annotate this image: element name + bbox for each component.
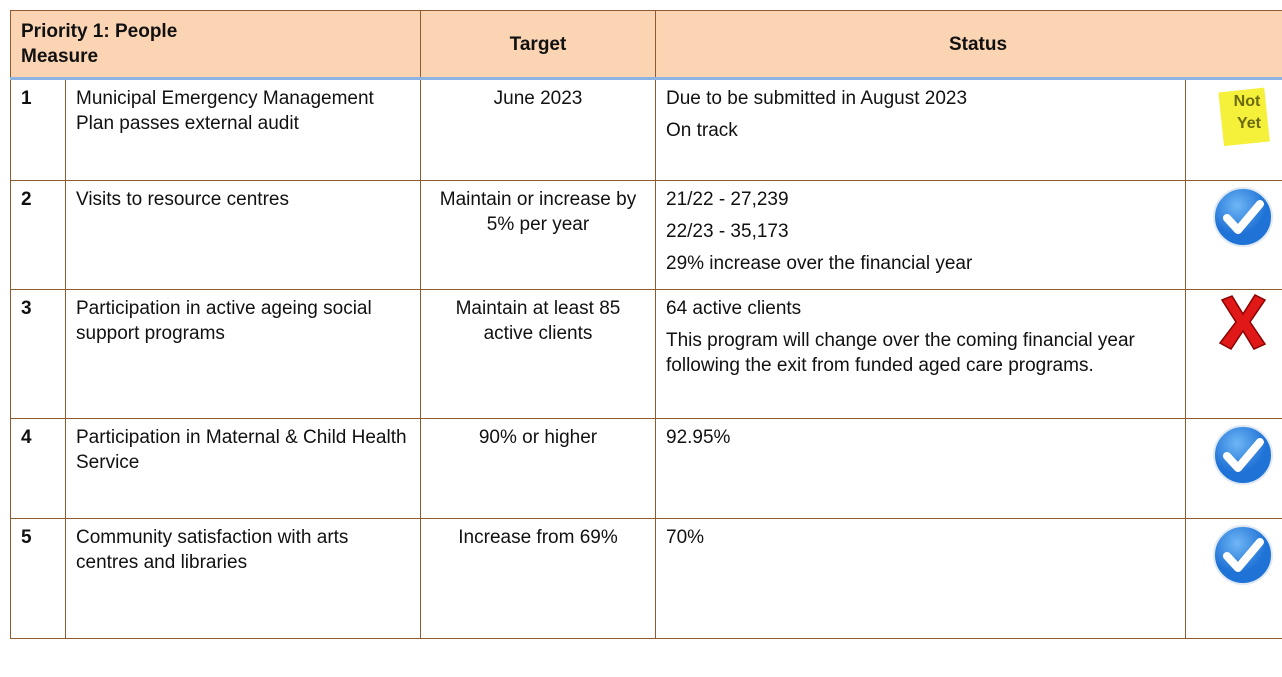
status-line: 70% bbox=[666, 527, 705, 548]
status-cell: 21/22 - 27,239 22/23 - 35,173 29% increase… bbox=[655, 180, 1186, 290]
table-row: 3 Participation in active ageing social s… bbox=[10, 289, 1282, 419]
icon-cell bbox=[1184, 518, 1282, 639]
header-row: Priority 1: People Measure Target Status bbox=[10, 10, 1282, 80]
icon-cell bbox=[1184, 289, 1282, 419]
status-line: 21/22 - 27,239 bbox=[666, 189, 789, 210]
status-line: Due to be submitted in August 2023 bbox=[666, 88, 968, 109]
target-cell: June 2023 bbox=[420, 78, 656, 181]
check-icon bbox=[1213, 525, 1274, 585]
icon-cell bbox=[1184, 418, 1282, 519]
table-row: 1 Municipal Emergency Management Plan pas… bbox=[10, 78, 1282, 181]
header-target: Target bbox=[420, 10, 656, 80]
status-cell: 64 active clients This program will chang… bbox=[655, 289, 1186, 419]
row-number: 3 bbox=[10, 289, 66, 419]
status-line: 22/23 - 35,173 bbox=[666, 221, 789, 242]
icon-cell: Not Yet bbox=[1184, 78, 1282, 181]
measure-cell: Visits to resource centres bbox=[65, 180, 421, 290]
row-number: 2 bbox=[10, 180, 66, 290]
note-text: Not bbox=[1234, 93, 1261, 110]
header-title: Priority 1: People bbox=[21, 21, 178, 42]
status-line: 29% increase over the financial year bbox=[666, 253, 973, 274]
table-body: 1 Municipal Emergency Management Plan pas… bbox=[10, 78, 1282, 639]
icon-cell bbox=[1184, 180, 1282, 290]
check-icon bbox=[1213, 187, 1274, 247]
note-text: Yet bbox=[1237, 115, 1262, 132]
row-number: 4 bbox=[10, 418, 66, 519]
measure-cell: Municipal Emergency Management Plan pass… bbox=[65, 78, 421, 181]
target-cell: 90% or higher bbox=[420, 418, 656, 519]
header-measure: Measure bbox=[21, 46, 99, 67]
note-icon: Not Yet bbox=[1218, 87, 1271, 147]
check-icon bbox=[1213, 425, 1274, 485]
status-cell: Due to be submitted in August 2023 On tra… bbox=[655, 78, 1186, 181]
status-line: 92.95% bbox=[666, 427, 731, 448]
target-cell: Maintain or increase by 5% per year bbox=[420, 180, 656, 290]
row-number: 1 bbox=[10, 78, 66, 181]
status-line: 64 active clients bbox=[666, 298, 802, 319]
measure-cell: Participation in Maternal & Child Health… bbox=[65, 418, 421, 519]
table-row: 2 Visits to resource centres Maintain or i… bbox=[10, 180, 1282, 290]
row-number: 5 bbox=[10, 518, 66, 639]
header-status: Status bbox=[654, 10, 1282, 80]
header-cell: Priority 1: People Measure bbox=[10, 10, 421, 80]
status-cell: 92.95% bbox=[655, 418, 1186, 519]
measure-cell: Community satisfaction with arts centres… bbox=[65, 518, 421, 639]
target-cell: Increase from 69% bbox=[420, 518, 656, 639]
status-line: This program will change over the coming… bbox=[666, 330, 1135, 376]
table-row: 5 Community satisfaction with arts centre… bbox=[10, 518, 1282, 639]
status-cell: 70% bbox=[655, 518, 1186, 639]
status-line: On track bbox=[666, 120, 738, 141]
priority-table: Priority 1: People Measure Target Status … bbox=[10, 10, 1282, 639]
table-row: 4 Participation in Maternal & Child Healt… bbox=[10, 418, 1282, 519]
measure-cell: Participation in active ageing social su… bbox=[65, 289, 421, 419]
cross-icon bbox=[1219, 294, 1267, 350]
target-cell: Maintain at least 85 active clients bbox=[420, 289, 656, 419]
